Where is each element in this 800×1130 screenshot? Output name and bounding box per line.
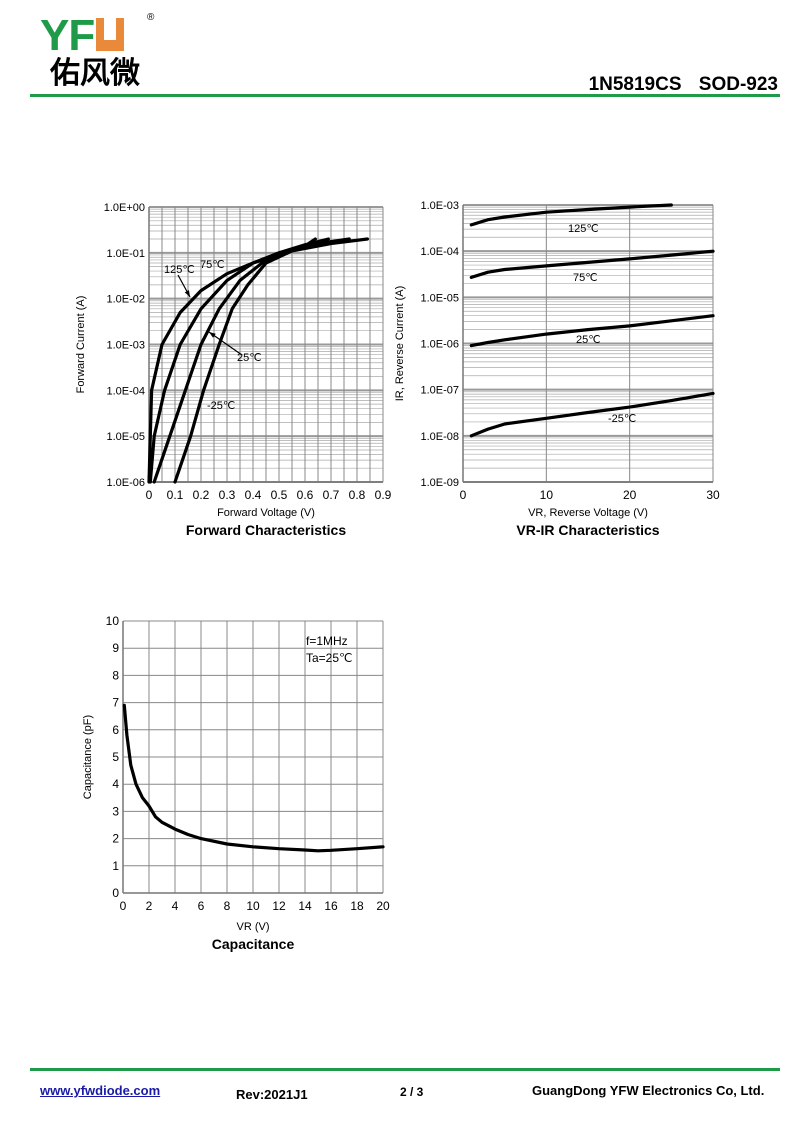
y-tick-label: 1.0E-02 [106,294,145,306]
x-tick-label: 10 [246,899,260,913]
website-link[interactable]: www.yfwdiode.com [40,1083,161,1098]
revision: Rev:2021J1 [236,1087,308,1102]
y-tick-label: 1.0E-09 [420,477,459,489]
chart-annotation: Ta=25℃ [306,651,353,665]
y-tick-label: 1.0E-03 [106,340,145,352]
chart-2: 0 10 20 30 1.0E-09 1.0E-08 1.0E-07 1.0E-06 1.0E-… [394,200,720,538]
x-tick-label: 20 [623,488,637,502]
y-tick-label: 1 [112,859,119,873]
chart-title: Forward Characteristics [186,522,346,538]
y-tick-label: 1.0E-08 [420,431,459,443]
series-line-125c [469,203,673,227]
y-axis-label: Forward Current (A) [75,296,87,394]
y-tick-label: 1.0E-05 [106,431,145,443]
x-axis-label: Forward Voltage (V) [217,507,315,519]
y-tick-label: 3 [112,804,119,818]
x-tick-label: 0 [460,488,467,502]
series-line-Capacitance [122,703,385,853]
y-tick-label: 1.0E-03 [420,200,459,212]
x-axis-label: VR, Reverse Voltage (V) [528,507,648,519]
chart-title: Capacitance [212,936,295,952]
x-tick-label: 14 [298,899,312,913]
x-tick-label: 10 [540,488,554,502]
y-axis-label: Capacitance (pF) [82,715,94,799]
series-label: 75℃ [573,272,598,284]
part-number: 1N5819CS SOD-923 [589,74,778,96]
y-tick-label: 0 [112,886,119,900]
x-tick-label: 4 [172,899,179,913]
y-tick-label: 1.0E-01 [106,248,145,260]
package-name: SOD-923 [698,74,778,95]
y-tick-label: 8 [112,668,119,682]
x-tick-label: 0.8 [349,488,366,502]
x-tick-label: 12 [272,899,286,913]
chart-annotation: f=1MHz [306,634,348,648]
x-tick-label: 0.3 [219,488,236,502]
x-tick-label: 6 [198,899,205,913]
x-tick-label: 0.5 [271,488,288,502]
x-tick-label: 2 [146,899,153,913]
x-tick-label: 0.7 [323,488,340,502]
series-label: 75℃ [200,259,225,271]
series-line--25c [469,391,715,438]
part-name: 1N5819CS [588,74,682,95]
y-tick-label: 7 [112,696,119,710]
footer-rule [30,1068,780,1071]
y-tick-label: 1.0E+00 [104,202,145,214]
x-tick-label: 20 [376,899,390,913]
y-axis-label: IR, Reverse Current (A) [394,286,406,402]
y-tick-label: 1.0E-07 [420,385,459,397]
series-label: 25℃ [576,334,601,346]
series-line-75c [469,249,715,279]
header-rule [30,94,780,97]
x-tick-label: 0 [120,899,127,913]
chart-title: VR-IR Characteristics [516,522,659,538]
charts: 0 0.1 0.2 0.3 0.4 0.5 0.6 0.7 0.8 0.9 1.0E-06 1.0E-… [75,200,720,952]
logo-chinese: 佑风微 [50,56,140,91]
series-line-25c [152,237,351,484]
x-tick-label: 0.1 [167,488,184,502]
series-label: 125℃ [164,264,195,276]
series-label: 25℃ [237,352,262,364]
x-tick-label: 16 [324,899,338,913]
arrowhead-icon [184,290,190,297]
y-tick-label: 1.0E-06 [420,339,459,351]
y-tick-label: 1.0E-04 [106,385,145,397]
y-tick-label: 1.0E-05 [420,292,459,304]
logo: YF [40,14,125,58]
x-tick-label: 0.6 [297,488,314,502]
y-tick-label: 2 [112,832,119,846]
x-tick-label: 0 [146,488,153,502]
x-tick-label: 0.4 [245,488,262,502]
series-label: -25℃ [608,413,636,425]
chart-1: 0 0.1 0.2 0.3 0.4 0.5 0.6 0.7 0.8 0.9 1.0E-06 1.0E-… [75,202,392,538]
y-tick-label: 10 [106,614,120,628]
x-tick-label: 18 [350,899,364,913]
y-tick-label: 5 [112,750,119,764]
series-label: 125℃ [568,223,599,235]
company-name: GuangDong YFW Electronics Co, Ltd. [532,1083,765,1098]
arrowhead-icon [209,332,216,338]
page-number: 2 / 3 [400,1085,424,1099]
y-tick-label: 6 [112,723,119,737]
series-line--25c [173,237,369,484]
x-tick-label: 0.9 [375,488,392,502]
x-tick-label: 30 [706,488,720,502]
y-tick-label: 4 [112,777,119,791]
y-tick-label: 1.0E-06 [106,477,145,489]
y-tick-label: 1.0E-04 [420,246,459,258]
series-line-25c [469,314,715,348]
series-label: -25℃ [207,400,235,412]
registered-mark: ® [147,12,155,23]
y-tick-label: 9 [112,641,119,655]
x-tick-label: 0.2 [193,488,210,502]
x-axis-label: VR (V) [237,921,270,933]
logo-w-mark [96,18,125,51]
annotation-arrow [208,331,243,356]
x-tick-label: 8 [224,899,231,913]
